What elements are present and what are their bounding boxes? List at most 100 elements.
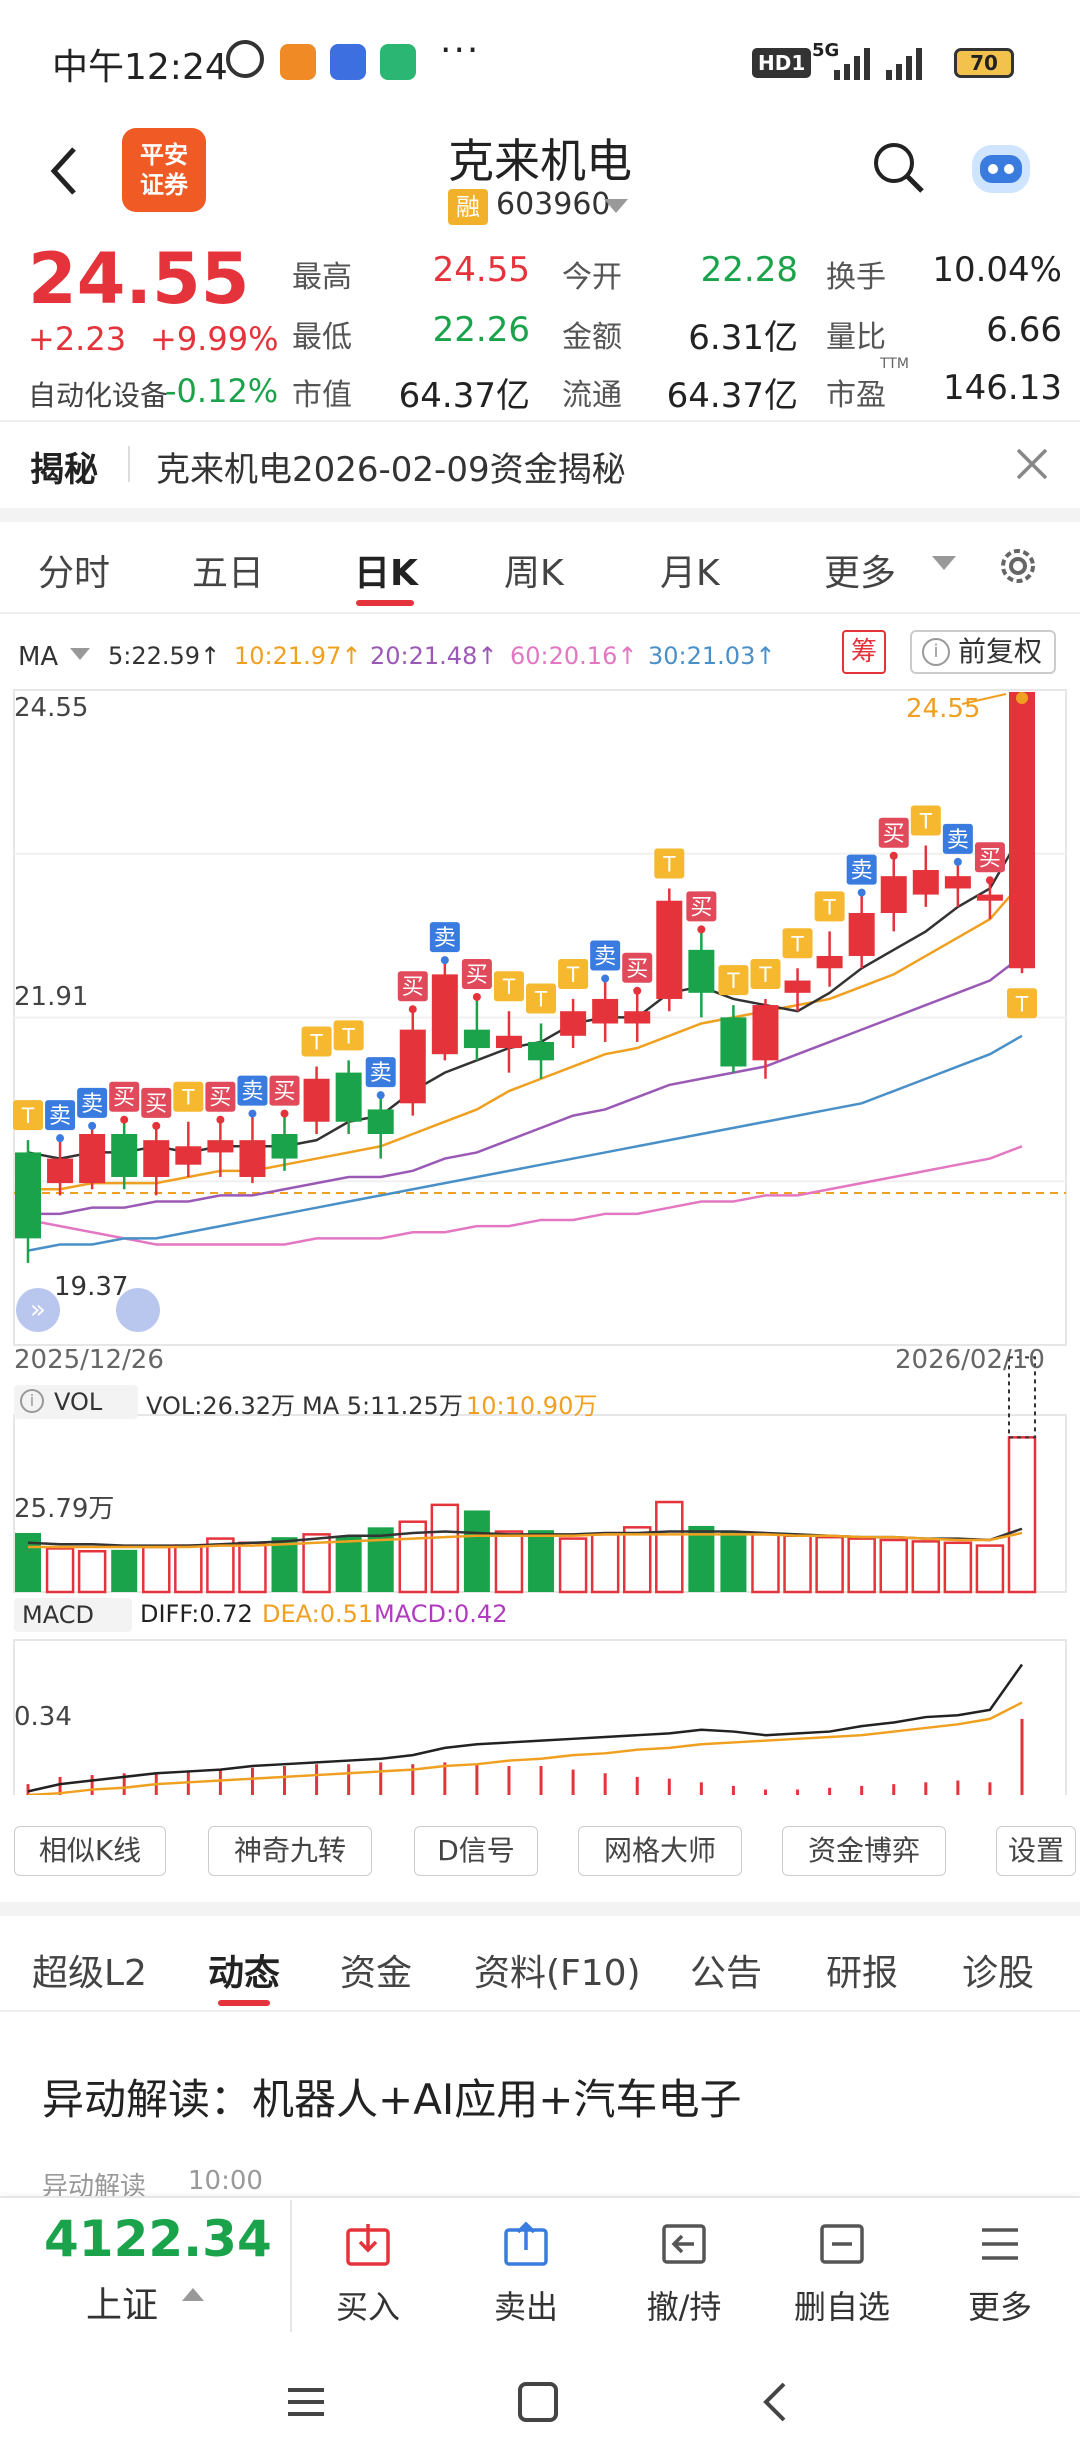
tab-content[interactable]: 动态 bbox=[208, 1953, 281, 1994]
dock-label: 更多 bbox=[967, 2288, 1032, 2326]
volume-bar bbox=[398, 1520, 428, 1594]
more-dropdown-icon[interactable] bbox=[932, 556, 956, 572]
ma60-line bbox=[27, 1145, 1023, 1246]
tab-kline[interactable]: 日K bbox=[354, 553, 418, 594]
index-value[interactable]: 4122.34 bbox=[44, 2210, 272, 2268]
signal-badge bbox=[942, 823, 973, 854]
tab-content[interactable]: 资金 bbox=[340, 1953, 413, 1994]
quote-value: 22.26 bbox=[432, 310, 530, 350]
back-icon[interactable] bbox=[754, 2380, 798, 2424]
signal-dot bbox=[88, 1121, 97, 1130]
expand-left-icon[interactable]: » bbox=[16, 1288, 60, 1332]
tab-content[interactable]: 公告 bbox=[690, 1953, 763, 1994]
search-icon[interactable] bbox=[870, 139, 926, 195]
reveal-bar[interactable]: 揭秘 克来机电2026-02-09资金揭秘 bbox=[0, 422, 1080, 508]
signal-badge bbox=[878, 817, 909, 848]
tool-button[interactable]: 资金博弈 bbox=[782, 1826, 946, 1876]
signal-dot bbox=[697, 925, 706, 934]
date-end: 2026/02/10 bbox=[895, 1345, 1045, 1375]
tab-content[interactable]: 超级L2 bbox=[32, 1953, 147, 1994]
status-bar: 中午12:24 ··· HD1 5G 70 bbox=[0, 0, 1080, 125]
vol-ma5: MA 5:11.25万 bbox=[302, 1392, 463, 1420]
volume-bar bbox=[77, 1549, 107, 1594]
news-headline[interactable]: 异动解读：机器人+AI应用+汽车电子 bbox=[42, 2075, 742, 2124]
dock-cancel-hold[interactable]: 撤/持 bbox=[624, 2220, 744, 2328]
shield-notification-icon bbox=[380, 44, 416, 80]
tab-kline[interactable]: 五日 bbox=[192, 553, 265, 594]
candle-body bbox=[784, 980, 811, 993]
reveal-label: 揭秘 bbox=[30, 450, 98, 490]
signal-dot bbox=[280, 1109, 289, 1118]
info-icon: i bbox=[922, 638, 950, 666]
tool-button[interactable]: 网格大师 bbox=[578, 1826, 742, 1876]
price-change: +2.23 bbox=[28, 320, 127, 358]
volume-bar bbox=[15, 1532, 41, 1592]
tab-content[interactable]: 研报 bbox=[826, 1953, 899, 1994]
chevron-down-icon[interactable] bbox=[604, 199, 628, 215]
candle-body bbox=[656, 900, 683, 999]
fullscreen-icon[interactable] bbox=[116, 1288, 160, 1332]
robot-icon[interactable] bbox=[966, 137, 1036, 199]
chips-button[interactable]: 筹 bbox=[842, 630, 886, 674]
quote-value: 6.66 bbox=[986, 310, 1062, 350]
close-icon[interactable] bbox=[1014, 446, 1050, 482]
broker-logo[interactable]: 平安 证券 bbox=[122, 128, 206, 212]
signal-badge bbox=[461, 958, 492, 989]
candle-body bbox=[848, 913, 875, 956]
volume-ma10-line bbox=[28, 1531, 1023, 1549]
index-name[interactable]: 上证 bbox=[86, 2285, 159, 2326]
chevron-up-icon[interactable] bbox=[182, 2288, 204, 2302]
signal-label: 买 bbox=[883, 821, 905, 846]
candle-body bbox=[816, 955, 843, 969]
dock-sell[interactable]: 卖出 bbox=[466, 2220, 586, 2328]
tab-kline[interactable]: 分时 bbox=[38, 553, 111, 594]
tab-content[interactable]: 诊股 bbox=[962, 1953, 1035, 1994]
volume-bar bbox=[463, 1510, 490, 1592]
signal-badge bbox=[173, 1081, 204, 1112]
signal-label: T bbox=[342, 1023, 355, 1048]
kline-chart[interactable]: T 卖卖买买 T 买卖买T T卖买卖买 T TT卖 买T买T TTT卖买 T卖买T bbox=[0, 685, 1080, 1795]
tool-button[interactable]: 神奇九转 bbox=[208, 1826, 372, 1876]
ma-dropdown-icon[interactable] bbox=[70, 648, 90, 662]
cancel-hold-icon bbox=[662, 2224, 706, 2264]
signal-label: T bbox=[919, 808, 932, 833]
ma-value: 60:20.16↑ bbox=[510, 642, 638, 670]
remove-watchlist-icon bbox=[820, 2224, 864, 2264]
dock-buy[interactable]: 买入 bbox=[308, 2220, 428, 2328]
tool-button[interactable]: 相似K线 bbox=[14, 1826, 166, 1876]
menu-icon[interactable] bbox=[284, 2380, 328, 2424]
signal-dot bbox=[216, 1115, 225, 1124]
signal-label: T bbox=[663, 851, 676, 876]
chevron-left-icon[interactable] bbox=[44, 143, 84, 199]
tool-button[interactable]: D信号 bbox=[414, 1826, 538, 1876]
gear-icon[interactable] bbox=[996, 544, 1040, 588]
dock-remove-watchlist[interactable]: 删自选 bbox=[782, 2220, 902, 2328]
tab-kline[interactable]: 更多 bbox=[824, 553, 897, 594]
stock-code[interactable]: 603960 bbox=[496, 187, 611, 222]
sector-name[interactable]: 自动化设备 bbox=[28, 379, 169, 412]
signal-label: 卖 bbox=[49, 1103, 71, 1128]
vol-selector[interactable]: i VOL bbox=[14, 1385, 138, 1419]
quote-label: 今开 bbox=[562, 260, 622, 295]
signal-dot bbox=[152, 1121, 161, 1130]
macd-selector[interactable]: MACD bbox=[14, 1598, 132, 1632]
home-icon[interactable] bbox=[516, 2380, 560, 2424]
fuquan-button[interactable]: i 前复权 bbox=[910, 630, 1056, 674]
signal-badge bbox=[493, 971, 524, 1002]
tab-content[interactable]: 资料(F10) bbox=[474, 1953, 641, 1994]
volume-prediction-bar bbox=[1008, 1356, 1036, 1439]
volume-bar bbox=[302, 1533, 331, 1594]
dock-more[interactable]: 更多 bbox=[940, 2220, 1060, 2328]
dock-bar bbox=[0, 2196, 1080, 2346]
tool-button[interactable]: 设置 bbox=[996, 1826, 1076, 1876]
ma-value: 30:21.03↑ bbox=[648, 642, 776, 670]
tab-kline[interactable]: 周K bbox=[504, 553, 564, 594]
signal-label: T bbox=[21, 1103, 34, 1128]
more-icon bbox=[982, 2228, 1018, 2260]
tab-kline[interactable]: 月K bbox=[660, 553, 720, 594]
ma-selector[interactable]: MA bbox=[18, 642, 59, 672]
signal-badge bbox=[429, 922, 460, 953]
high-marker bbox=[1016, 692, 1028, 704]
macd-dea: DEA:0.51 bbox=[262, 1600, 374, 1628]
